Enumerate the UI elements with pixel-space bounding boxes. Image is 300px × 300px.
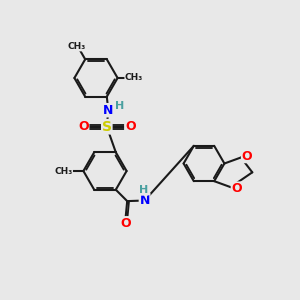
Text: O: O bbox=[120, 217, 131, 230]
Text: S: S bbox=[102, 120, 112, 134]
Text: H: H bbox=[139, 185, 148, 195]
Text: N: N bbox=[140, 194, 150, 207]
Text: O: O bbox=[125, 120, 136, 133]
Text: H: H bbox=[115, 101, 124, 111]
Text: CH₃: CH₃ bbox=[67, 42, 85, 51]
Text: O: O bbox=[78, 120, 89, 133]
Text: CH₃: CH₃ bbox=[54, 167, 72, 176]
Text: N: N bbox=[103, 104, 113, 117]
Text: CH₃: CH₃ bbox=[125, 74, 143, 82]
Text: O: O bbox=[242, 149, 252, 163]
Text: O: O bbox=[231, 182, 242, 195]
